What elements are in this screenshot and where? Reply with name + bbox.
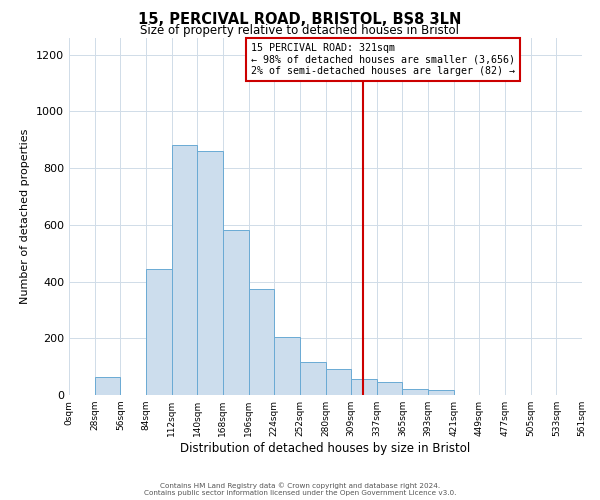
Bar	[325, 370, 351, 395]
Bar	[274, 337, 300, 395]
Text: Contains HM Land Registry data © Crown copyright and database right 2024.
Contai: Contains HM Land Registry data © Crown c…	[144, 482, 456, 496]
Bar	[248, 288, 274, 395]
Bar	[223, 230, 248, 395]
Bar	[300, 362, 325, 395]
Bar	[95, 376, 121, 395]
Bar	[351, 380, 377, 395]
Bar	[403, 390, 428, 395]
Bar	[197, 151, 223, 395]
Bar	[377, 382, 403, 395]
Bar	[172, 146, 197, 395]
Bar	[146, 268, 172, 395]
Text: 15, PERCIVAL ROAD, BRISTOL, BS8 3LN: 15, PERCIVAL ROAD, BRISTOL, BS8 3LN	[139, 12, 461, 28]
Text: 15 PERCIVAL ROAD: 321sqm
← 98% of detached houses are smaller (3,656)
2% of semi: 15 PERCIVAL ROAD: 321sqm ← 98% of detach…	[251, 43, 515, 76]
Bar	[428, 390, 454, 395]
Y-axis label: Number of detached properties: Number of detached properties	[20, 128, 31, 304]
X-axis label: Distribution of detached houses by size in Bristol: Distribution of detached houses by size …	[181, 442, 470, 455]
Text: Size of property relative to detached houses in Bristol: Size of property relative to detached ho…	[140, 24, 460, 37]
